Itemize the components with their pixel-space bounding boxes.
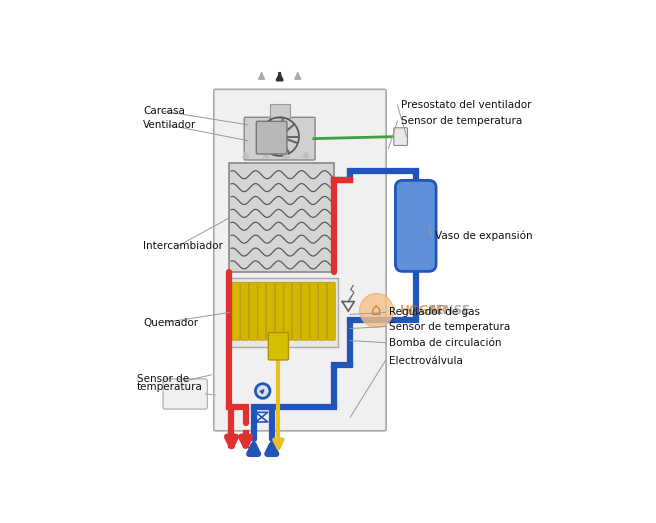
FancyBboxPatch shape: [249, 282, 257, 340]
Circle shape: [255, 384, 270, 398]
Text: ⌂: ⌂: [371, 301, 382, 319]
Text: Sensor de: Sensor de: [137, 374, 189, 384]
FancyBboxPatch shape: [284, 282, 292, 340]
FancyBboxPatch shape: [275, 282, 283, 340]
Text: Intercambiador: Intercambiador: [143, 241, 223, 251]
Text: Quemador: Quemador: [143, 317, 198, 327]
FancyBboxPatch shape: [318, 282, 327, 340]
FancyBboxPatch shape: [244, 117, 315, 160]
FancyBboxPatch shape: [232, 282, 240, 340]
Text: temperatura: temperatura: [137, 382, 203, 392]
Circle shape: [359, 293, 394, 327]
Text: Sensor de temperatura: Sensor de temperatura: [401, 116, 522, 126]
Bar: [270, 105, 290, 119]
FancyBboxPatch shape: [293, 282, 300, 340]
FancyBboxPatch shape: [310, 282, 318, 340]
Text: Ventilador: Ventilador: [143, 120, 196, 130]
Text: Vaso de expansión: Vaso de expansión: [435, 231, 533, 241]
Text: Bomba de circulación: Bomba de circulación: [388, 338, 501, 348]
Text: Electroválvula: Electroválvula: [388, 356, 462, 366]
Bar: [230, 163, 334, 272]
Text: Carcasa: Carcasa: [143, 106, 185, 116]
Text: Sensor de temperatura: Sensor de temperatura: [388, 322, 510, 332]
FancyBboxPatch shape: [163, 379, 207, 409]
Text: Regulador de gas: Regulador de gas: [388, 308, 480, 317]
Bar: [230, 278, 338, 347]
FancyBboxPatch shape: [396, 180, 436, 271]
FancyBboxPatch shape: [301, 282, 309, 340]
Text: Presostato del ventilador: Presostato del ventilador: [401, 100, 531, 110]
Text: HOGAR: HOGAR: [400, 304, 447, 317]
FancyBboxPatch shape: [266, 282, 275, 340]
FancyBboxPatch shape: [241, 282, 249, 340]
FancyBboxPatch shape: [258, 282, 266, 340]
FancyBboxPatch shape: [268, 333, 289, 360]
Text: SENSE: SENSE: [427, 304, 470, 317]
FancyBboxPatch shape: [214, 89, 386, 431]
FancyBboxPatch shape: [256, 121, 287, 154]
FancyBboxPatch shape: [394, 128, 407, 145]
FancyBboxPatch shape: [327, 282, 335, 340]
